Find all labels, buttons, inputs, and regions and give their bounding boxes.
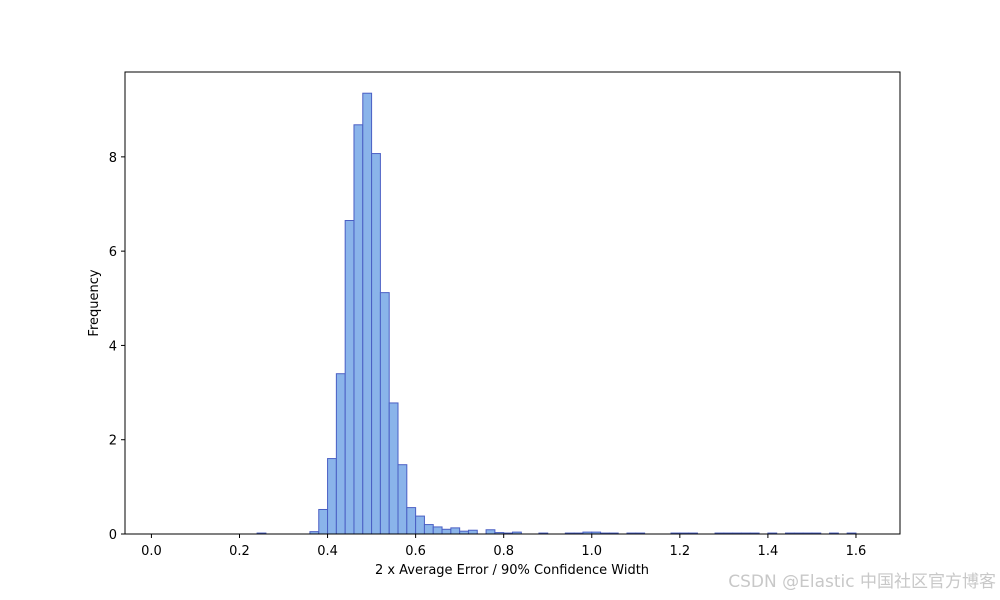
bar [441,528,452,535]
x-tick-label: 0.8 [493,544,514,559]
watermark: CSDN @Elastic 中国社区官方博客 [728,572,996,592]
bar [353,124,364,535]
y-tick-label: 6 [109,245,117,260]
x-tick-label: 0.6 [405,544,426,559]
bar [371,153,381,535]
bar [379,292,390,535]
x-tick-label: 1.4 [758,544,779,559]
x-tick-label: 0.0 [141,544,162,559]
bar [335,373,346,535]
y-tick-label: 8 [109,151,117,166]
bar [415,515,425,535]
y-axis-label: Frequency [87,269,102,336]
bar [485,529,496,535]
x-tick-label: 1.2 [669,544,690,559]
bar [406,507,417,535]
plot-frame [124,71,901,535]
bar [362,92,373,535]
bar [318,508,329,535]
x-tick-label: 0.4 [317,544,338,559]
bar [388,402,399,535]
bar [450,527,461,535]
y-tick-label: 4 [109,339,117,354]
bar [344,220,355,535]
x-tick-label: 0.2 [229,544,250,559]
bar [423,524,434,535]
bar [327,458,337,535]
y-tick-label: 0 [109,528,117,543]
x-tick-label: 1.0 [581,544,602,559]
x-axis-label: 2 x Average Error / 90% Confidence Width [375,563,649,578]
bar [397,464,408,535]
bar [467,529,478,535]
y-tick-label: 2 [109,434,117,449]
x-tick-label: 1.6 [846,544,867,559]
bar [432,526,443,535]
